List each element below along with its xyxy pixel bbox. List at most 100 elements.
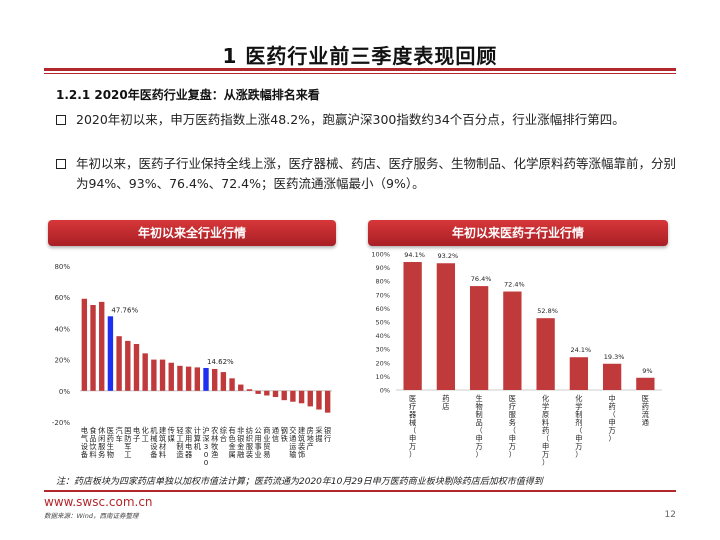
x-tick-label: 轻工制造: [176, 426, 183, 459]
bar-纺织服装: [246, 389, 253, 391]
x-tick-label: 公用事业: [255, 426, 262, 459]
bar-食品饮料: [90, 305, 96, 391]
x-tick-label: 计算机: [194, 426, 202, 451]
bar-化工: [142, 353, 148, 391]
y-tick-label: 90%: [376, 264, 390, 272]
bar-计算机: [194, 367, 201, 391]
y-tick-label: 0%: [380, 387, 390, 395]
bullet-text: 年初以来，医药子行业保持全线上涨，医疗器械、药店、医疗服务、生物制品、化学原料药…: [76, 156, 677, 191]
x-tick-label: 通信: [272, 426, 279, 443]
y-tick-label: 60%: [54, 294, 70, 302]
bar-农林牧渔: [211, 368, 218, 391]
y-tick-label: 80%: [54, 263, 70, 271]
bar-交通运输: [290, 390, 296, 402]
bar-汽车: [116, 336, 122, 391]
x-tick-label: 交通运输: [289, 426, 296, 459]
bar-药店: [436, 263, 456, 390]
x-tick-label: 电子: [133, 426, 140, 443]
bar-通信: [272, 390, 279, 398]
title-divider: [44, 68, 676, 71]
y-tick-label: 20%: [376, 359, 390, 367]
bar-医药生物: [107, 316, 114, 391]
data-label: 72.4%: [504, 281, 525, 289]
x-tick-label: 家用电器: [185, 426, 192, 459]
data-label: 9%: [642, 367, 652, 375]
bar-建筑材料: [159, 359, 166, 391]
data-label: 24.1%: [571, 346, 592, 354]
x-tick-label: 传媒: [168, 426, 175, 443]
x-tick-label: 农林牧渔: [211, 426, 218, 459]
x-tick-label: 建筑装饰: [298, 426, 305, 459]
x-tick-label: 医疗器械（申万）: [409, 394, 416, 459]
x-tick-label: 医疗服务（申万）: [509, 394, 516, 459]
bar-钢铁: [281, 390, 287, 401]
x-tick-label: 钢铁: [281, 426, 288, 443]
bar-国防军工: [125, 340, 131, 391]
x-tick-label: 医药生物: [107, 426, 114, 459]
bar-休闲服务: [99, 301, 105, 391]
data-label: 47.76%: [111, 306, 138, 314]
bar-家用电器: [185, 366, 192, 391]
x-tick-label: 纺织服装: [246, 426, 253, 459]
data-label: 19.3%: [604, 353, 625, 361]
y-tick-label: 50%: [376, 319, 390, 327]
y-tick-label: 60%: [376, 305, 390, 313]
y-tick-label: 10%: [376, 373, 390, 381]
y-tick-label: 30%: [376, 346, 390, 354]
bullet-box-icon: [56, 159, 66, 169]
bar-医药流通: [636, 377, 655, 390]
bar-轻工制造: [177, 365, 183, 391]
bar-中药（申万）: [602, 363, 622, 390]
bar-综合: [220, 372, 227, 391]
y-tick-label: 100%: [371, 251, 390, 259]
data-label: 94.1%: [404, 251, 425, 259]
x-tick-label: 房地产: [307, 426, 314, 451]
chart-title-all-industries: 年初以来全行业行情: [48, 220, 336, 246]
bar-传媒: [168, 362, 174, 391]
bar-医疗服务（申万）: [503, 291, 522, 390]
y-tick-label: 80%: [376, 278, 390, 286]
bar-生物制品（申万）: [469, 286, 489, 390]
section-subheading: 1.2.1 2020年医药行业复盘：从涨跌幅排名来看: [56, 88, 320, 102]
x-tick-label: 采掘: [315, 426, 322, 443]
bullet-box-icon: [56, 115, 66, 125]
bullet-item: 2020年初以来，申万医药指数上涨48.2%，跑赢沪深300指数约34个百分点，…: [56, 110, 676, 130]
x-tick-label: 商业贸易: [263, 426, 270, 459]
data-label: 93.2%: [438, 252, 459, 260]
chart-title-pharma-subsectors: 年初以来医药子行业行情: [368, 220, 668, 246]
x-tick-label: 食品饮料: [89, 426, 97, 459]
data-label: 14.62%: [207, 358, 234, 366]
data-label: 76.4%: [471, 275, 492, 283]
x-tick-label: 药店: [442, 394, 449, 411]
bar-电气设备: [81, 298, 88, 391]
x-tick-label: 化学制剂（申万）: [575, 394, 582, 459]
bar-采掘: [316, 390, 322, 410]
x-tick-label: 休闲服务: [98, 426, 106, 459]
bar-非银金融: [238, 384, 244, 391]
chart-note: 注：药店板块为四家药店单独以加权市值法计算；医药流通为2020年10月29日申万…: [56, 477, 543, 487]
footer-divider: [44, 490, 676, 492]
y-tick-label: 70%: [376, 291, 390, 299]
y-tick-label: -20%: [52, 419, 70, 427]
y-tick-label: 20%: [54, 357, 70, 365]
data-label: 52.8%: [537, 307, 558, 315]
page-number: 12: [664, 510, 676, 520]
bullet-item: 年初以来，医药子行业保持全线上涨，医疗器械、药店、医疗服务、生物制品、化学原料药…: [56, 154, 676, 194]
page-title: 1 医药行业前三季度表现回顾: [222, 44, 498, 68]
data-source: 数据来源：Wind，西南证券整理: [44, 512, 139, 520]
bar-商业贸易: [264, 390, 270, 396]
y-tick-label: 0%: [59, 388, 70, 396]
bar-电子: [133, 344, 140, 391]
x-tick-label: 综合: [220, 426, 227, 443]
bar-有色金属: [229, 378, 235, 391]
bar-医疗器械（申万）: [403, 262, 422, 390]
pharma-subsector-bar-chart: 0% 10% 20% 30% 40% 50% 60% 70% 80% 90% 100% 94.1% 医疗…: [371, 251, 662, 467]
bar-建筑装饰: [298, 390, 305, 404]
x-tick-label: 机械设备: [150, 426, 158, 459]
website-link[interactable]: www.swsc.com.cn: [44, 495, 153, 509]
title-divider-thin: [44, 73, 676, 74]
y-tick-label: 40%: [376, 332, 390, 340]
x-tick-label: 医药流通: [642, 394, 649, 427]
x-tick-label: 生物制品（申万）: [476, 394, 483, 459]
bar-机械设备: [151, 359, 157, 391]
